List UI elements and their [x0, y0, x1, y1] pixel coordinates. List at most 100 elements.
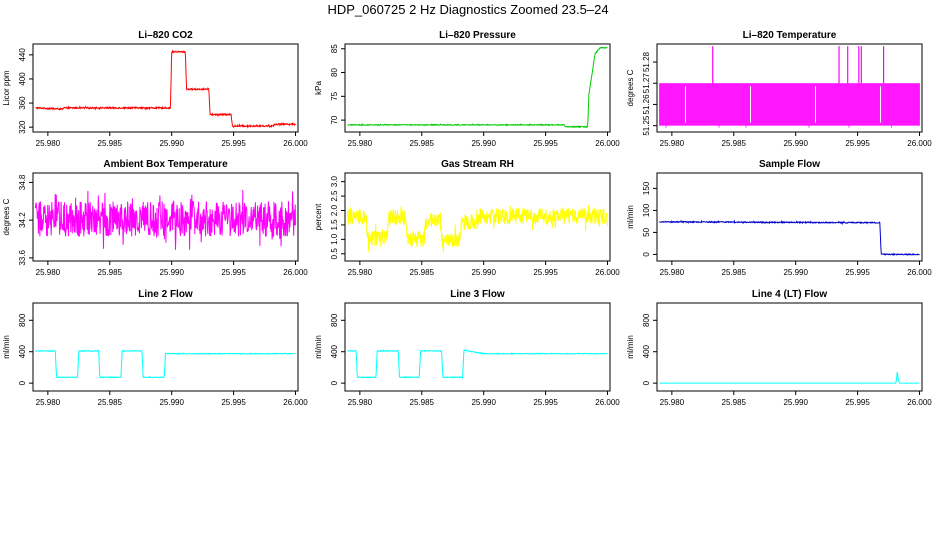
panel-title: Li–820 Temperature	[743, 30, 837, 41]
y-tick-label: 85	[330, 44, 339, 53]
x-tick-label: 25.995	[221, 139, 246, 148]
y-tick-label: 0	[18, 380, 27, 385]
figure-title: HDP_060725 2 Hz Diagnostics Zoomed 23.5–…	[327, 2, 609, 17]
x-tick-label: 25.990	[783, 139, 808, 148]
x-tick-label: 25.980	[348, 139, 373, 148]
y-tick-label: 0	[330, 380, 339, 385]
y-tick-label: 70	[330, 115, 339, 124]
x-tick-label: 25.980	[348, 268, 373, 277]
plot-frame	[32, 302, 299, 392]
x-tick-label: 25.990	[471, 139, 496, 148]
y-tick-label: 0	[642, 380, 651, 385]
panel-6: Sample Flow ml/min 25.980 25.985 25.990 25.99…	[626, 159, 932, 277]
x-tick-label: 26.000	[907, 398, 932, 407]
panel-8: Line 3 Flow ml/min 25.980 25.985 25.990 25.99…	[314, 289, 620, 407]
x-tick-label: 26.000	[283, 139, 308, 148]
panel-title: Line 4 (LT) Flow	[752, 289, 828, 300]
y-tick-label: 360	[18, 96, 27, 110]
y-axis-label: ml/min	[314, 335, 323, 359]
y-tick-label: 51.28	[642, 51, 651, 72]
panel-title: Line 2 Flow	[138, 289, 193, 300]
y-tick-label: 800	[330, 313, 339, 327]
x-tick-label: 25.990	[783, 398, 808, 407]
series-1	[659, 219, 920, 256]
panel-1: Li–820 CO2 Licor ppm 25.980 25.985 25.990 25.…	[2, 30, 308, 148]
x-tick-label: 25.985	[410, 268, 435, 277]
x-tick-label: 25.985	[98, 268, 123, 277]
y-axis-label: ml/min	[626, 205, 635, 229]
y-axis-label: Licor ppm	[2, 70, 11, 105]
series-line	[659, 219, 920, 256]
x-tick-label: 25.990	[159, 139, 184, 148]
panel-title: Sample Flow	[759, 159, 820, 170]
plot-frame	[656, 43, 923, 133]
y-tick-label: 400	[330, 344, 339, 358]
x-tick-label: 25.995	[533, 398, 558, 407]
plot-frame	[344, 302, 611, 392]
x-tick-label: 25.980	[660, 139, 685, 148]
x-tick-label: 25.990	[159, 398, 184, 407]
panel-title: Li–820 CO2	[138, 30, 193, 41]
panel-title: Gas Stream RH	[441, 159, 514, 170]
x-tick-label: 25.990	[471, 268, 496, 277]
series-line	[347, 205, 608, 253]
series-line	[659, 372, 920, 384]
x-tick-label: 26.000	[283, 398, 308, 407]
y-tick-label: 400	[18, 72, 27, 86]
panel-title: Li–820 Pressure	[439, 30, 516, 41]
x-tick-label: 25.980	[660, 398, 685, 407]
y-tick-label: 1.5	[330, 219, 339, 231]
x-tick-label: 26.000	[283, 268, 308, 277]
series-line	[35, 349, 296, 379]
series-line	[347, 46, 608, 129]
y-tick-label: 80	[330, 68, 339, 77]
panel-7: Line 2 Flow ml/min 25.980 25.985 25.990 25.99…	[2, 289, 308, 407]
x-tick-label: 25.980	[36, 268, 61, 277]
x-tick-label: 25.990	[783, 268, 808, 277]
x-tick-label: 25.985	[722, 139, 747, 148]
y-tick-label: 3.0	[330, 176, 339, 188]
series-line	[347, 349, 608, 380]
x-tick-label: 25.995	[845, 398, 870, 407]
y-tick-label: 2.0	[330, 204, 339, 216]
x-tick-label: 25.985	[722, 398, 747, 407]
panel-title: Ambient Box Temperature	[103, 159, 228, 170]
y-tick-label: 1.0	[330, 233, 339, 245]
y-tick-label: 800	[642, 313, 651, 327]
y-axis-label: degrees C	[626, 69, 635, 106]
plot-frame	[32, 43, 299, 133]
x-tick-label: 25.995	[845, 139, 870, 148]
y-tick-label: 51.26	[642, 94, 651, 115]
x-tick-label: 25.980	[36, 398, 61, 407]
x-tick-label: 25.985	[98, 398, 123, 407]
y-axis-label: kPa	[314, 81, 323, 95]
x-tick-label: 25.985	[722, 268, 747, 277]
series-1	[35, 349, 296, 379]
x-tick-label: 25.995	[221, 268, 246, 277]
x-tick-label: 25.985	[410, 139, 435, 148]
x-tick-label: 25.995	[533, 268, 558, 277]
y-tick-label: 34.2	[18, 212, 27, 228]
panel-2: Li–820 Pressure kPa 25.980 25.985 25.990 25.9…	[314, 30, 620, 148]
x-tick-label: 26.000	[595, 398, 620, 407]
y-tick-label: 400	[642, 344, 651, 358]
panel-9: Line 4 (LT) Flow ml/min 25.980 25.985 25.990…	[626, 289, 932, 407]
x-tick-label: 26.000	[595, 139, 620, 148]
y-tick-label: 0.5	[330, 248, 339, 260]
y-axis-label: ml/min	[626, 335, 635, 359]
y-tick-label: 0	[642, 252, 651, 257]
y-tick-label: 50	[642, 227, 651, 236]
y-tick-label: 100	[642, 203, 651, 217]
y-tick-label: 440	[18, 48, 27, 62]
x-tick-label: 25.980	[348, 398, 373, 407]
x-tick-label: 25.985	[410, 398, 435, 407]
y-axis-label: ml/min	[2, 335, 11, 359]
y-axis-label: percent	[314, 203, 323, 230]
plot-frame	[344, 43, 611, 133]
panel-5: Gas Stream RH percent 25.980 25.985 25.990 25…	[314, 159, 620, 277]
series-1	[659, 372, 920, 384]
y-tick-label: 75	[330, 91, 339, 100]
x-tick-label: 25.985	[98, 139, 123, 148]
plot-frame	[344, 172, 611, 262]
